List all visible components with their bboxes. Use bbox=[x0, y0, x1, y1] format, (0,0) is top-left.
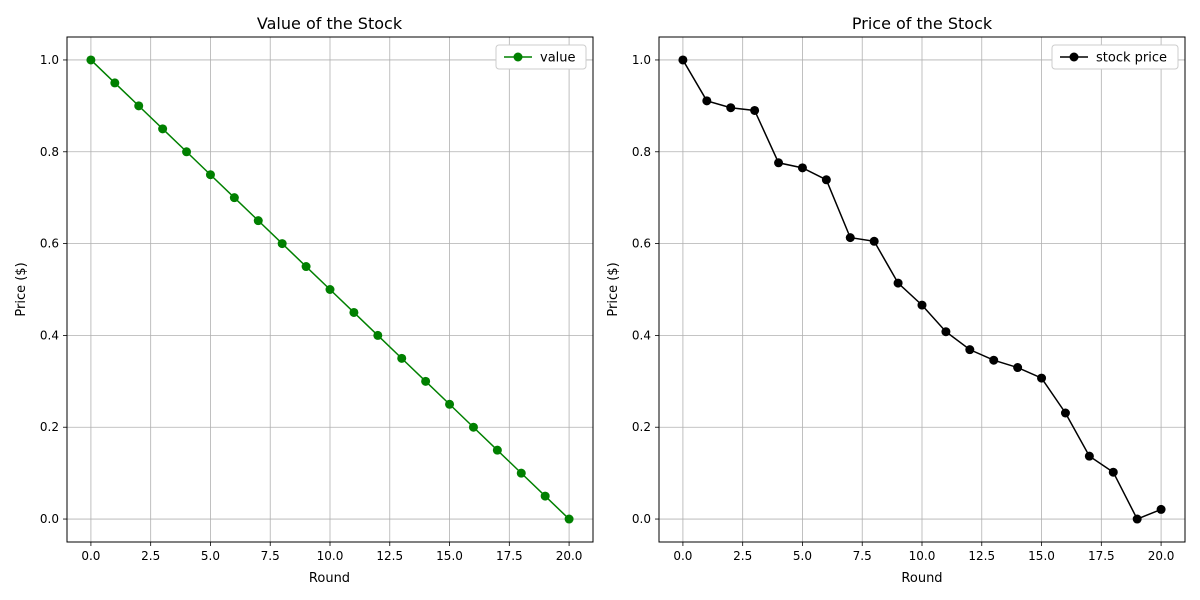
x-tick-label: 7.5 bbox=[853, 549, 872, 563]
data-point bbox=[1156, 504, 1166, 514]
legend-box bbox=[495, 44, 587, 70]
y-tick-label: 0.6 bbox=[632, 237, 651, 251]
data-point bbox=[678, 55, 688, 65]
x-tick-label: 0.0 bbox=[81, 549, 100, 563]
x-tick-label: 10.0 bbox=[909, 549, 936, 563]
data-point bbox=[229, 193, 239, 203]
chart-price-of-stock: Price of the Stock Round Price ($) 0.0 2.… bbox=[606, 14, 1186, 586]
data-point bbox=[134, 101, 144, 111]
data-point bbox=[86, 55, 96, 65]
data-point bbox=[349, 307, 359, 317]
chart-title: Price of the Stock bbox=[852, 14, 993, 33]
x-tick-label: 2.5 bbox=[141, 549, 160, 563]
y-axis-label: Price ($) bbox=[14, 262, 29, 316]
data-point bbox=[445, 399, 455, 409]
data-point bbox=[893, 278, 903, 288]
y-tick-label: 0.4 bbox=[40, 328, 59, 342]
x-tick-label: 5.0 bbox=[793, 549, 812, 563]
data-point bbox=[774, 158, 784, 168]
data-point bbox=[182, 147, 192, 157]
data-point bbox=[540, 491, 550, 501]
chart-title: Value of the Stock bbox=[257, 14, 403, 33]
data-point bbox=[1013, 363, 1023, 373]
data-point bbox=[941, 327, 951, 337]
data-point bbox=[845, 233, 855, 243]
data-point bbox=[468, 422, 478, 432]
x-tick-label: 12.5 bbox=[376, 549, 403, 563]
x-tick-label: 17.5 bbox=[496, 549, 523, 563]
data-point bbox=[492, 445, 502, 455]
x-tick-label: 2.5 bbox=[733, 549, 752, 563]
y-tick-label: 0.2 bbox=[632, 420, 651, 434]
y-tick-label: 0.4 bbox=[632, 328, 651, 342]
data-point bbox=[158, 124, 168, 134]
data-point bbox=[325, 285, 335, 294]
grid bbox=[67, 37, 593, 542]
data-point bbox=[1060, 408, 1070, 418]
x-tick-label: 12.5 bbox=[968, 549, 995, 563]
data-point bbox=[869, 236, 879, 246]
plot-frame bbox=[66, 36, 594, 543]
legend-box bbox=[1051, 44, 1179, 70]
data-point bbox=[516, 468, 526, 478]
x-tick-label: 0.0 bbox=[673, 549, 692, 563]
data-point bbox=[277, 239, 287, 249]
y-tick-label: 0.0 bbox=[632, 512, 651, 526]
data-point bbox=[726, 103, 736, 113]
y-tick-label: 1.0 bbox=[40, 53, 59, 67]
x-axis-label: Round bbox=[309, 571, 350, 586]
data-point bbox=[1108, 467, 1118, 477]
legend-label: stock price bbox=[1096, 51, 1167, 66]
x-tick-label: 15.0 bbox=[436, 549, 463, 563]
data-point bbox=[301, 262, 311, 272]
data-point bbox=[397, 353, 407, 363]
chart-value-of-stock: Value of the Stock Round Price ($) 0.0 2.… bbox=[14, 14, 594, 586]
series-group bbox=[678, 55, 1166, 524]
y-tick-label: 0.0 bbox=[40, 512, 59, 526]
data-point bbox=[821, 175, 831, 185]
data-point bbox=[253, 216, 263, 226]
y-axis-label: Price ($) bbox=[606, 262, 621, 316]
x-tick-label: 5.0 bbox=[201, 549, 220, 563]
legend: value bbox=[495, 44, 587, 70]
y-tick-label: 1.0 bbox=[632, 53, 651, 67]
data-point bbox=[1084, 451, 1094, 461]
x-tick-label: 10.0 bbox=[317, 549, 344, 563]
y-tick-label: 0.2 bbox=[40, 420, 59, 434]
ticks: 0.0 2.5 5.0 7.5 10.0 12.5 15.0 17.5 20.0 0.0 0.2 0.… bbox=[40, 53, 583, 563]
series-group bbox=[86, 55, 574, 524]
data-point bbox=[373, 330, 383, 340]
data-point bbox=[1132, 514, 1142, 524]
data-point bbox=[965, 345, 975, 355]
ticks: 0.0 2.5 5.0 7.5 10.0 12.5 15.0 17.5 20.0 0.0 0.2 0.… bbox=[632, 53, 1175, 563]
x-tick-label: 7.5 bbox=[261, 549, 280, 563]
grid bbox=[659, 37, 1185, 542]
y-tick-label: 0.8 bbox=[40, 145, 59, 159]
data-point bbox=[564, 514, 574, 524]
plot-frame bbox=[658, 36, 1186, 543]
data-point bbox=[989, 355, 999, 365]
data-point bbox=[917, 300, 927, 310]
legend: stock price bbox=[1051, 44, 1179, 70]
x-tick-label: 17.5 bbox=[1088, 549, 1115, 563]
data-point bbox=[797, 163, 807, 173]
data-point bbox=[750, 105, 760, 115]
x-tick-label: 15.0 bbox=[1028, 549, 1055, 563]
x-tick-label: 20.0 bbox=[1148, 549, 1175, 563]
x-tick-label: 20.0 bbox=[556, 549, 583, 563]
legend-marker bbox=[1069, 52, 1079, 62]
x-axis-label: Round bbox=[901, 571, 942, 586]
legend-label: value bbox=[540, 51, 576, 66]
data-point bbox=[205, 170, 215, 180]
y-tick-label: 0.8 bbox=[632, 145, 651, 159]
data-point bbox=[1037, 373, 1047, 383]
data-point bbox=[702, 96, 712, 106]
y-tick-label: 0.6 bbox=[40, 237, 59, 251]
data-point bbox=[110, 78, 120, 88]
legend-marker bbox=[513, 52, 523, 62]
data-point bbox=[421, 376, 431, 386]
